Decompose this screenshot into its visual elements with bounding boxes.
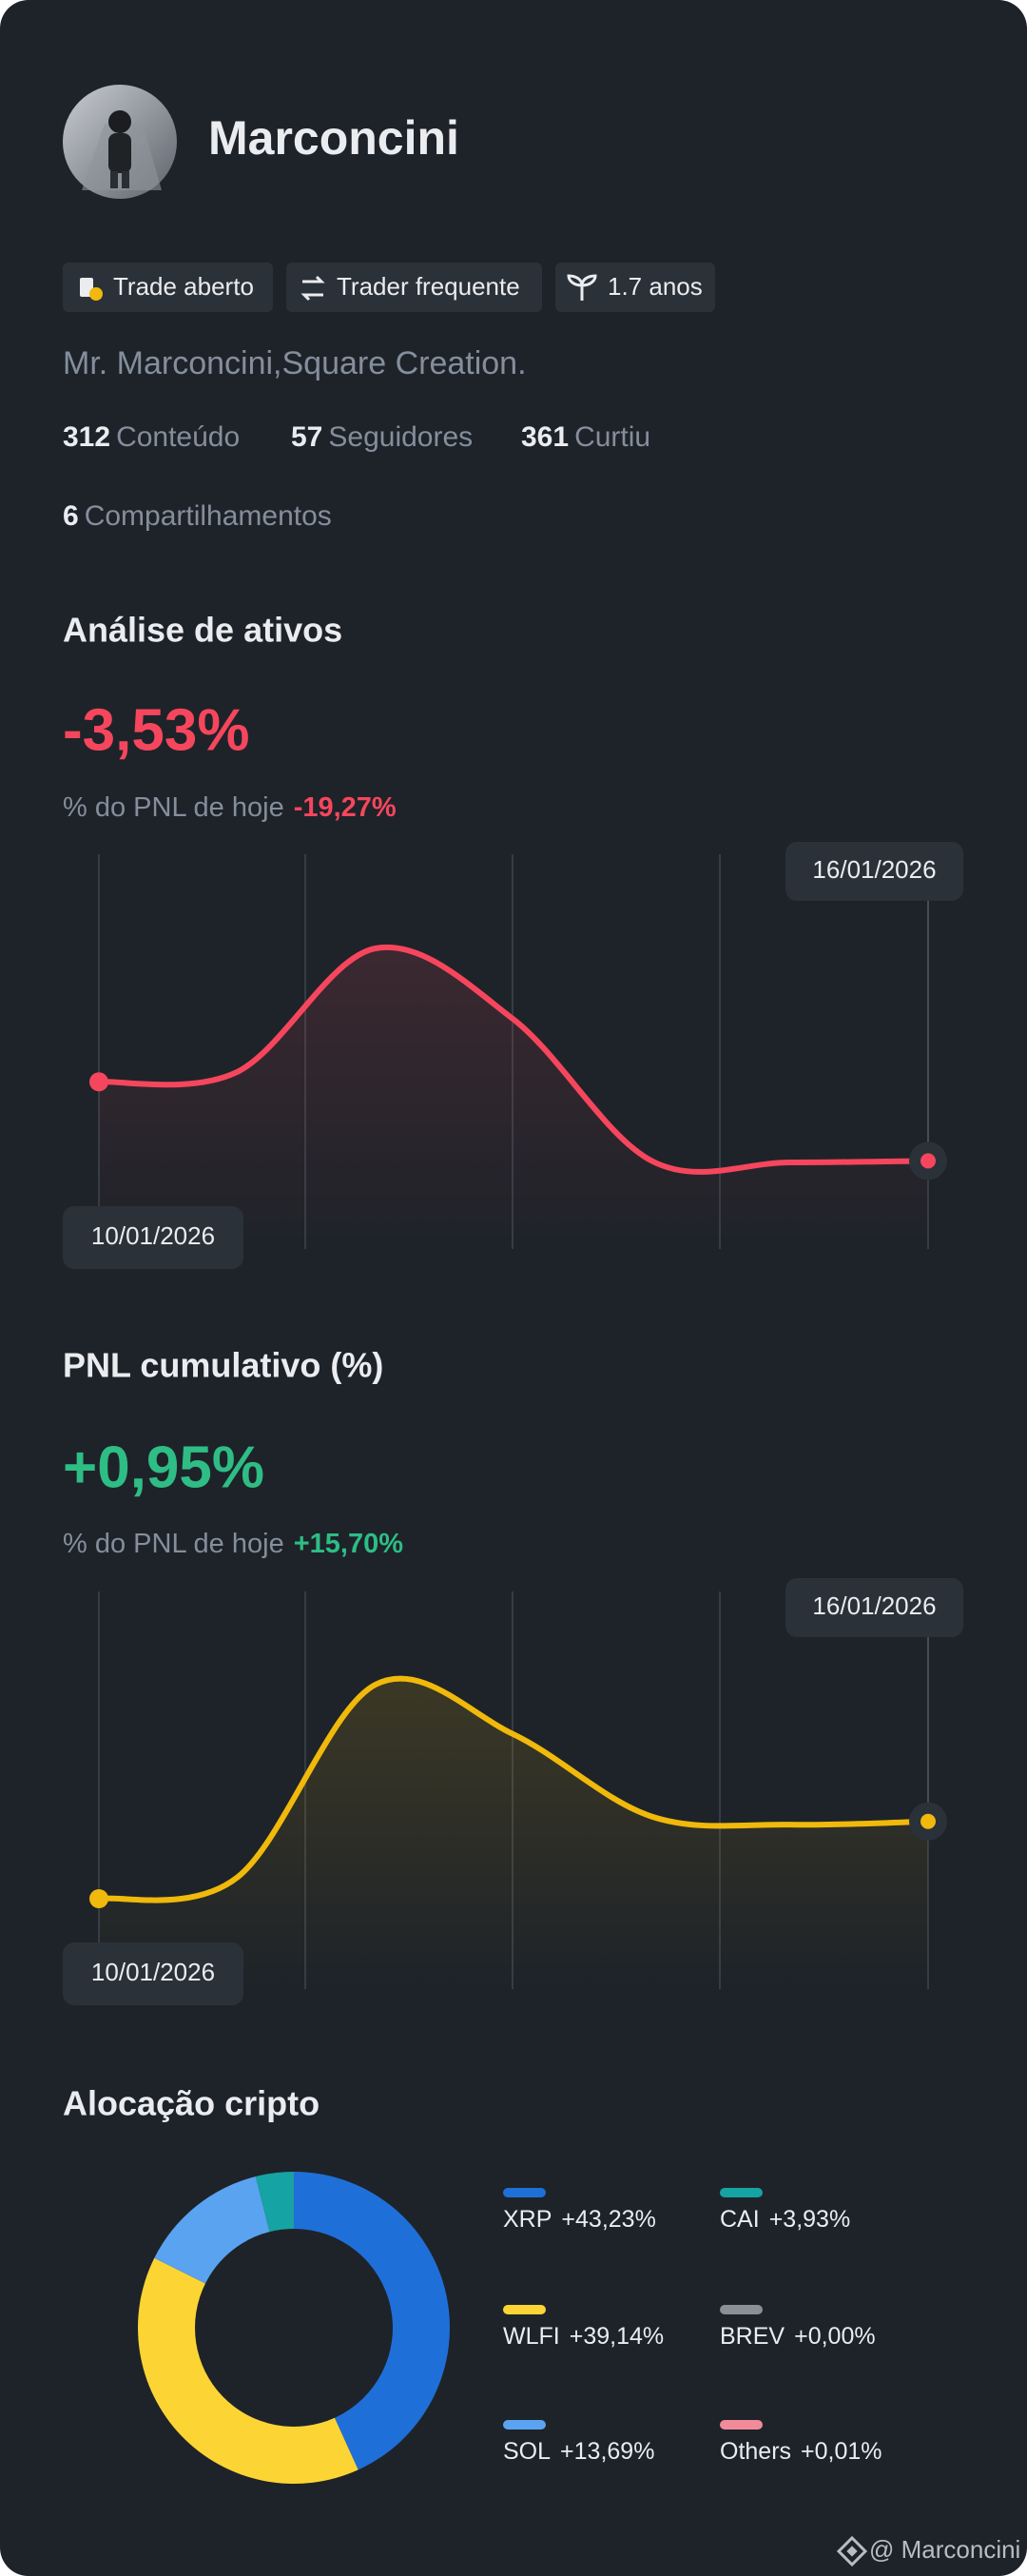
legend-swatch [503, 2420, 546, 2430]
stat-label: Seguidores [328, 421, 473, 453]
line [96, 944, 931, 1175]
point [920, 1813, 936, 1829]
legend-value: +13,69% [560, 2438, 654, 2465]
footer: @ Marconcini [836, 2535, 1020, 2567]
stat: 57 Seguidores [291, 421, 473, 453]
section-title: PNL cumulativo (%) [63, 1346, 383, 1385]
stat-value: 6 [63, 500, 79, 532]
legend-name: XRP [503, 2206, 552, 2233]
stat: 361 Curtiu [521, 421, 650, 453]
tooltip [63, 1942, 243, 2005]
section-title: Análise de ativos [63, 611, 342, 650]
line-area [99, 1678, 928, 1989]
legend-name: SOL [503, 2438, 551, 2465]
stat: 6 Compartilhamentos [63, 500, 332, 532]
point [920, 1153, 936, 1169]
profile-name: Marconcini [208, 111, 459, 165]
tooltip [785, 842, 963, 901]
avatar[interactable] [63, 85, 177, 199]
point [89, 1889, 108, 1908]
stat-value: 361 [521, 421, 569, 453]
today-pnl: % do PNL de hoje +15,70% [63, 1529, 403, 1559]
tooltip-date: 16/01/2026 [812, 855, 936, 884]
legend-entry: BREV +0,00% [720, 2323, 876, 2350]
line-area [99, 946, 928, 1249]
legend-entry: SOL +13,69% [503, 2438, 654, 2465]
badge: Trader frequente [286, 263, 542, 312]
legend-entry: XRP +43,23% [503, 2206, 656, 2233]
legend-swatch [720, 2305, 763, 2314]
stat-label: Compartilhamentos [85, 500, 332, 532]
legend-entry: Others +0,01% [720, 2438, 882, 2465]
stat: 312 Conteúdo [63, 421, 240, 453]
badge-label: Trade aberto [113, 272, 254, 301]
badge: Trade aberto [63, 263, 273, 312]
legend-entry: WLFI +39,14% [503, 2323, 664, 2350]
donut-slice [138, 2257, 358, 2484]
point [89, 1072, 108, 1092]
legend-entry: CAI +3,93% [720, 2206, 850, 2233]
legend-swatch [503, 2305, 546, 2314]
today-pnl: % do PNL de hoje -19,27% [63, 792, 397, 823]
legend-name: WLFI [503, 2323, 560, 2350]
tooltip-date: 10/01/2026 [91, 1221, 215, 1250]
legend-swatch [503, 2188, 546, 2197]
today-value: -19,27% [294, 792, 397, 823]
tooltip [785, 1578, 963, 1637]
tooltip-date: 10/01/2026 [91, 1958, 215, 1986]
today-value: +15,70% [294, 1529, 404, 1559]
legend-value: +39,14% [570, 2323, 664, 2350]
tooltip-date: 16/01/2026 [812, 1591, 936, 1620]
stat-value: 312 [63, 421, 110, 453]
footer-handle: @ Marconcini [869, 2535, 1020, 2564]
line [96, 1675, 931, 1903]
bio: Mr. Marconcini,Square Creation. [63, 345, 527, 381]
badge: 1.7 anos [555, 263, 715, 312]
headline-value: -3,53% [63, 697, 249, 763]
today-label: % do PNL de hoje [63, 792, 284, 823]
donut-slice [294, 2172, 450, 2470]
legend-value: +0,00% [794, 2323, 876, 2350]
stat-value: 57 [291, 421, 322, 453]
section-title: Alocação cripto [63, 2084, 320, 2123]
today-label: % do PNL de hoje [63, 1529, 284, 1559]
legend-name: CAI [720, 2206, 760, 2233]
donut-slice [255, 2172, 294, 2233]
legend-value: +43,23% [561, 2206, 655, 2233]
legend-swatch [720, 2188, 763, 2197]
donut-slice [154, 2176, 270, 2284]
tooltip [63, 1206, 243, 1269]
badge-label: Trader frequente [337, 272, 520, 301]
legend-name: BREV [720, 2323, 785, 2350]
legend-name: Others [720, 2438, 791, 2465]
legend-value: +0,01% [801, 2438, 882, 2465]
stat-label: Conteúdo [116, 421, 240, 453]
legend-swatch [720, 2420, 763, 2430]
legend-value: +3,93% [769, 2206, 851, 2233]
stat-label: Curtiu [574, 421, 650, 453]
badge-label: 1.7 anos [608, 272, 703, 301]
headline-value: +0,95% [63, 1434, 264, 1500]
